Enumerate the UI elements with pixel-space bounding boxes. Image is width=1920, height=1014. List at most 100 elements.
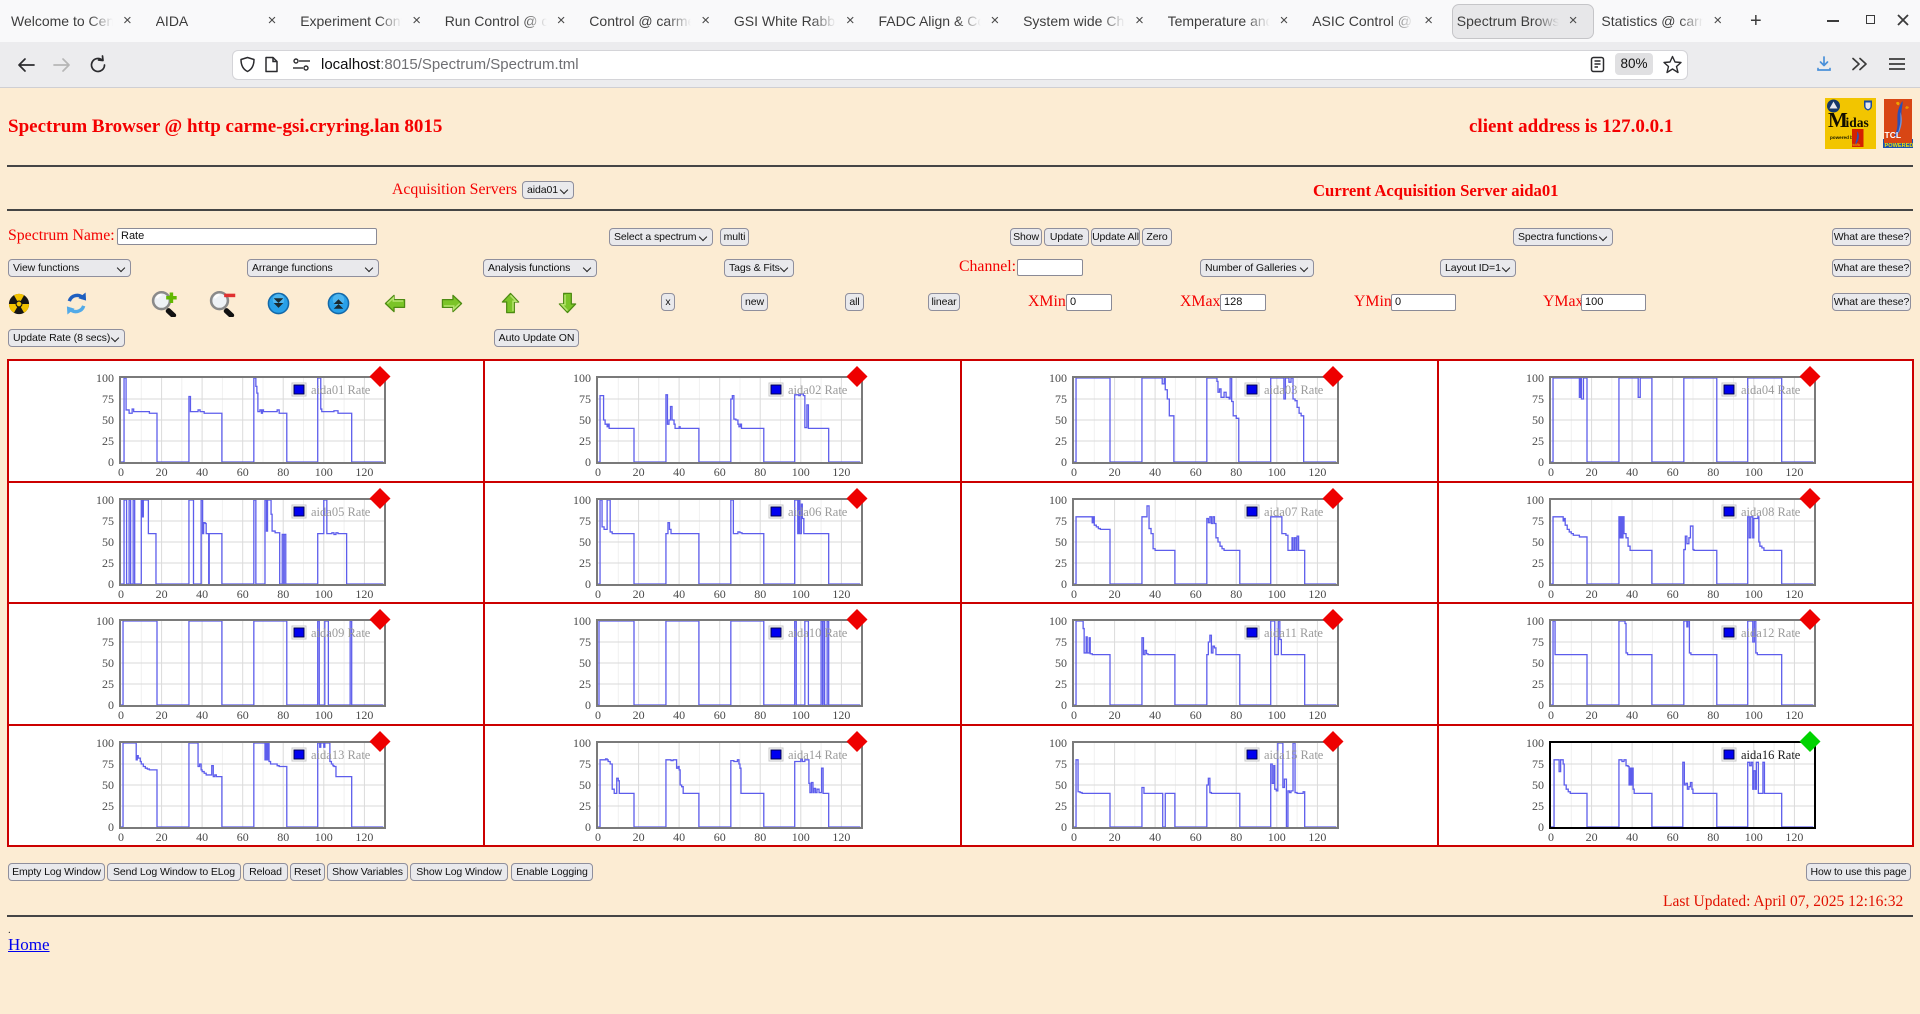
svg-text:60: 60 bbox=[1190, 465, 1202, 479]
svg-text:40: 40 bbox=[1626, 708, 1638, 722]
svg-text:100: 100 bbox=[1745, 830, 1763, 844]
svg-text:0: 0 bbox=[108, 577, 114, 591]
svg-text:0: 0 bbox=[1061, 698, 1067, 712]
svg-text:0: 0 bbox=[585, 577, 591, 591]
svg-text:100: 100 bbox=[791, 830, 809, 844]
svg-text:80: 80 bbox=[277, 587, 289, 601]
svg-text:0: 0 bbox=[1071, 830, 1077, 844]
svg-text:100: 100 bbox=[573, 493, 591, 507]
svg-text:20: 20 bbox=[155, 830, 167, 844]
svg-text:20: 20 bbox=[1586, 830, 1598, 844]
svg-text:120: 120 bbox=[832, 587, 850, 601]
svg-text:20: 20 bbox=[1109, 465, 1121, 479]
svg-text:0: 0 bbox=[1071, 708, 1077, 722]
svg-text:25: 25 bbox=[102, 434, 114, 448]
svg-text:25: 25 bbox=[1055, 434, 1067, 448]
svg-text:0: 0 bbox=[585, 455, 591, 469]
svg-text:25: 25 bbox=[1055, 556, 1067, 570]
svg-text:100: 100 bbox=[791, 708, 809, 722]
svg-text:40: 40 bbox=[1149, 465, 1161, 479]
svg-text:50: 50 bbox=[102, 413, 114, 427]
svg-text:100: 100 bbox=[96, 736, 114, 750]
svg-text:aida09 Rate: aida09 Rate bbox=[311, 626, 371, 640]
svg-text:25: 25 bbox=[1532, 556, 1544, 570]
svg-text:M: M bbox=[1828, 108, 1848, 132]
svg-text:aida11 Rate: aida11 Rate bbox=[1264, 626, 1323, 640]
svg-text:25: 25 bbox=[579, 434, 591, 448]
svg-text:0: 0 bbox=[1061, 577, 1067, 591]
svg-text:40: 40 bbox=[1626, 465, 1638, 479]
svg-text:0: 0 bbox=[1538, 577, 1544, 591]
svg-text:80: 80 bbox=[1707, 708, 1719, 722]
svg-text:80: 80 bbox=[1707, 587, 1719, 601]
svg-text:60: 60 bbox=[1667, 587, 1679, 601]
svg-text:50: 50 bbox=[1055, 656, 1067, 670]
svg-text:120: 120 bbox=[1309, 830, 1327, 844]
svg-text:0: 0 bbox=[118, 587, 124, 601]
svg-text:100: 100 bbox=[1049, 736, 1067, 750]
svg-text:100: 100 bbox=[96, 493, 114, 507]
svg-text:25: 25 bbox=[102, 556, 114, 570]
svg-text:40: 40 bbox=[1626, 830, 1638, 844]
svg-text:120: 120 bbox=[1309, 708, 1327, 722]
svg-text:100: 100 bbox=[1526, 614, 1544, 628]
svg-text:aida14 Rate: aida14 Rate bbox=[788, 748, 848, 762]
svg-text:40: 40 bbox=[673, 708, 685, 722]
svg-text:0: 0 bbox=[108, 698, 114, 712]
svg-text:50: 50 bbox=[1532, 413, 1544, 427]
svg-text:80: 80 bbox=[1230, 830, 1242, 844]
svg-text:40: 40 bbox=[673, 465, 685, 479]
svg-text:aida10 Rate: aida10 Rate bbox=[788, 626, 848, 640]
svg-text:100: 100 bbox=[1745, 587, 1763, 601]
svg-text:60: 60 bbox=[1667, 465, 1679, 479]
svg-text:25: 25 bbox=[1055, 799, 1067, 813]
svg-text:20: 20 bbox=[632, 587, 644, 601]
svg-text:aida05 Rate: aida05 Rate bbox=[311, 505, 371, 519]
svg-text:25: 25 bbox=[1532, 677, 1544, 691]
svg-text:25: 25 bbox=[579, 799, 591, 813]
svg-text:25: 25 bbox=[579, 556, 591, 570]
svg-text:60: 60 bbox=[236, 830, 248, 844]
svg-text:0: 0 bbox=[595, 708, 601, 722]
svg-text:100: 100 bbox=[1049, 371, 1067, 385]
svg-text:75: 75 bbox=[102, 514, 114, 528]
svg-text:25: 25 bbox=[1532, 799, 1544, 813]
svg-text:75: 75 bbox=[1532, 757, 1544, 771]
svg-text:50: 50 bbox=[1532, 656, 1544, 670]
svg-text:60: 60 bbox=[236, 465, 248, 479]
svg-text:20: 20 bbox=[632, 708, 644, 722]
svg-text:40: 40 bbox=[1626, 587, 1638, 601]
svg-text:20: 20 bbox=[632, 465, 644, 479]
svg-text:0: 0 bbox=[1538, 820, 1544, 834]
svg-text:60: 60 bbox=[713, 465, 725, 479]
svg-text:120: 120 bbox=[1785, 465, 1803, 479]
svg-text:75: 75 bbox=[1055, 392, 1067, 406]
svg-text:0: 0 bbox=[1548, 830, 1554, 844]
svg-text:40: 40 bbox=[1149, 587, 1161, 601]
svg-text:100: 100 bbox=[1268, 465, 1286, 479]
svg-text:50: 50 bbox=[579, 656, 591, 670]
svg-text:75: 75 bbox=[1055, 635, 1067, 649]
svg-text:120: 120 bbox=[832, 465, 850, 479]
svg-text:25: 25 bbox=[102, 677, 114, 691]
svg-text:0: 0 bbox=[1548, 465, 1554, 479]
svg-text:aida02 Rate: aida02 Rate bbox=[788, 383, 848, 397]
svg-text:25: 25 bbox=[102, 799, 114, 813]
svg-text:100: 100 bbox=[1049, 493, 1067, 507]
svg-text:80: 80 bbox=[754, 708, 766, 722]
svg-text:100: 100 bbox=[1268, 587, 1286, 601]
svg-text:0: 0 bbox=[1061, 455, 1067, 469]
svg-text:100: 100 bbox=[791, 465, 809, 479]
svg-text:50: 50 bbox=[1055, 413, 1067, 427]
svg-text:POWERED: POWERED bbox=[1885, 143, 1914, 149]
svg-text:aida15 Rate: aida15 Rate bbox=[1264, 748, 1324, 762]
svg-text:80: 80 bbox=[277, 708, 289, 722]
svg-text:aida13 Rate: aida13 Rate bbox=[311, 748, 371, 762]
svg-text:idas: idas bbox=[1846, 115, 1869, 130]
svg-text:50: 50 bbox=[1055, 778, 1067, 792]
svg-text:20: 20 bbox=[1586, 465, 1598, 479]
svg-text:40: 40 bbox=[673, 587, 685, 601]
svg-text:100: 100 bbox=[791, 587, 809, 601]
svg-text:80: 80 bbox=[1707, 830, 1719, 844]
svg-text:75: 75 bbox=[102, 635, 114, 649]
